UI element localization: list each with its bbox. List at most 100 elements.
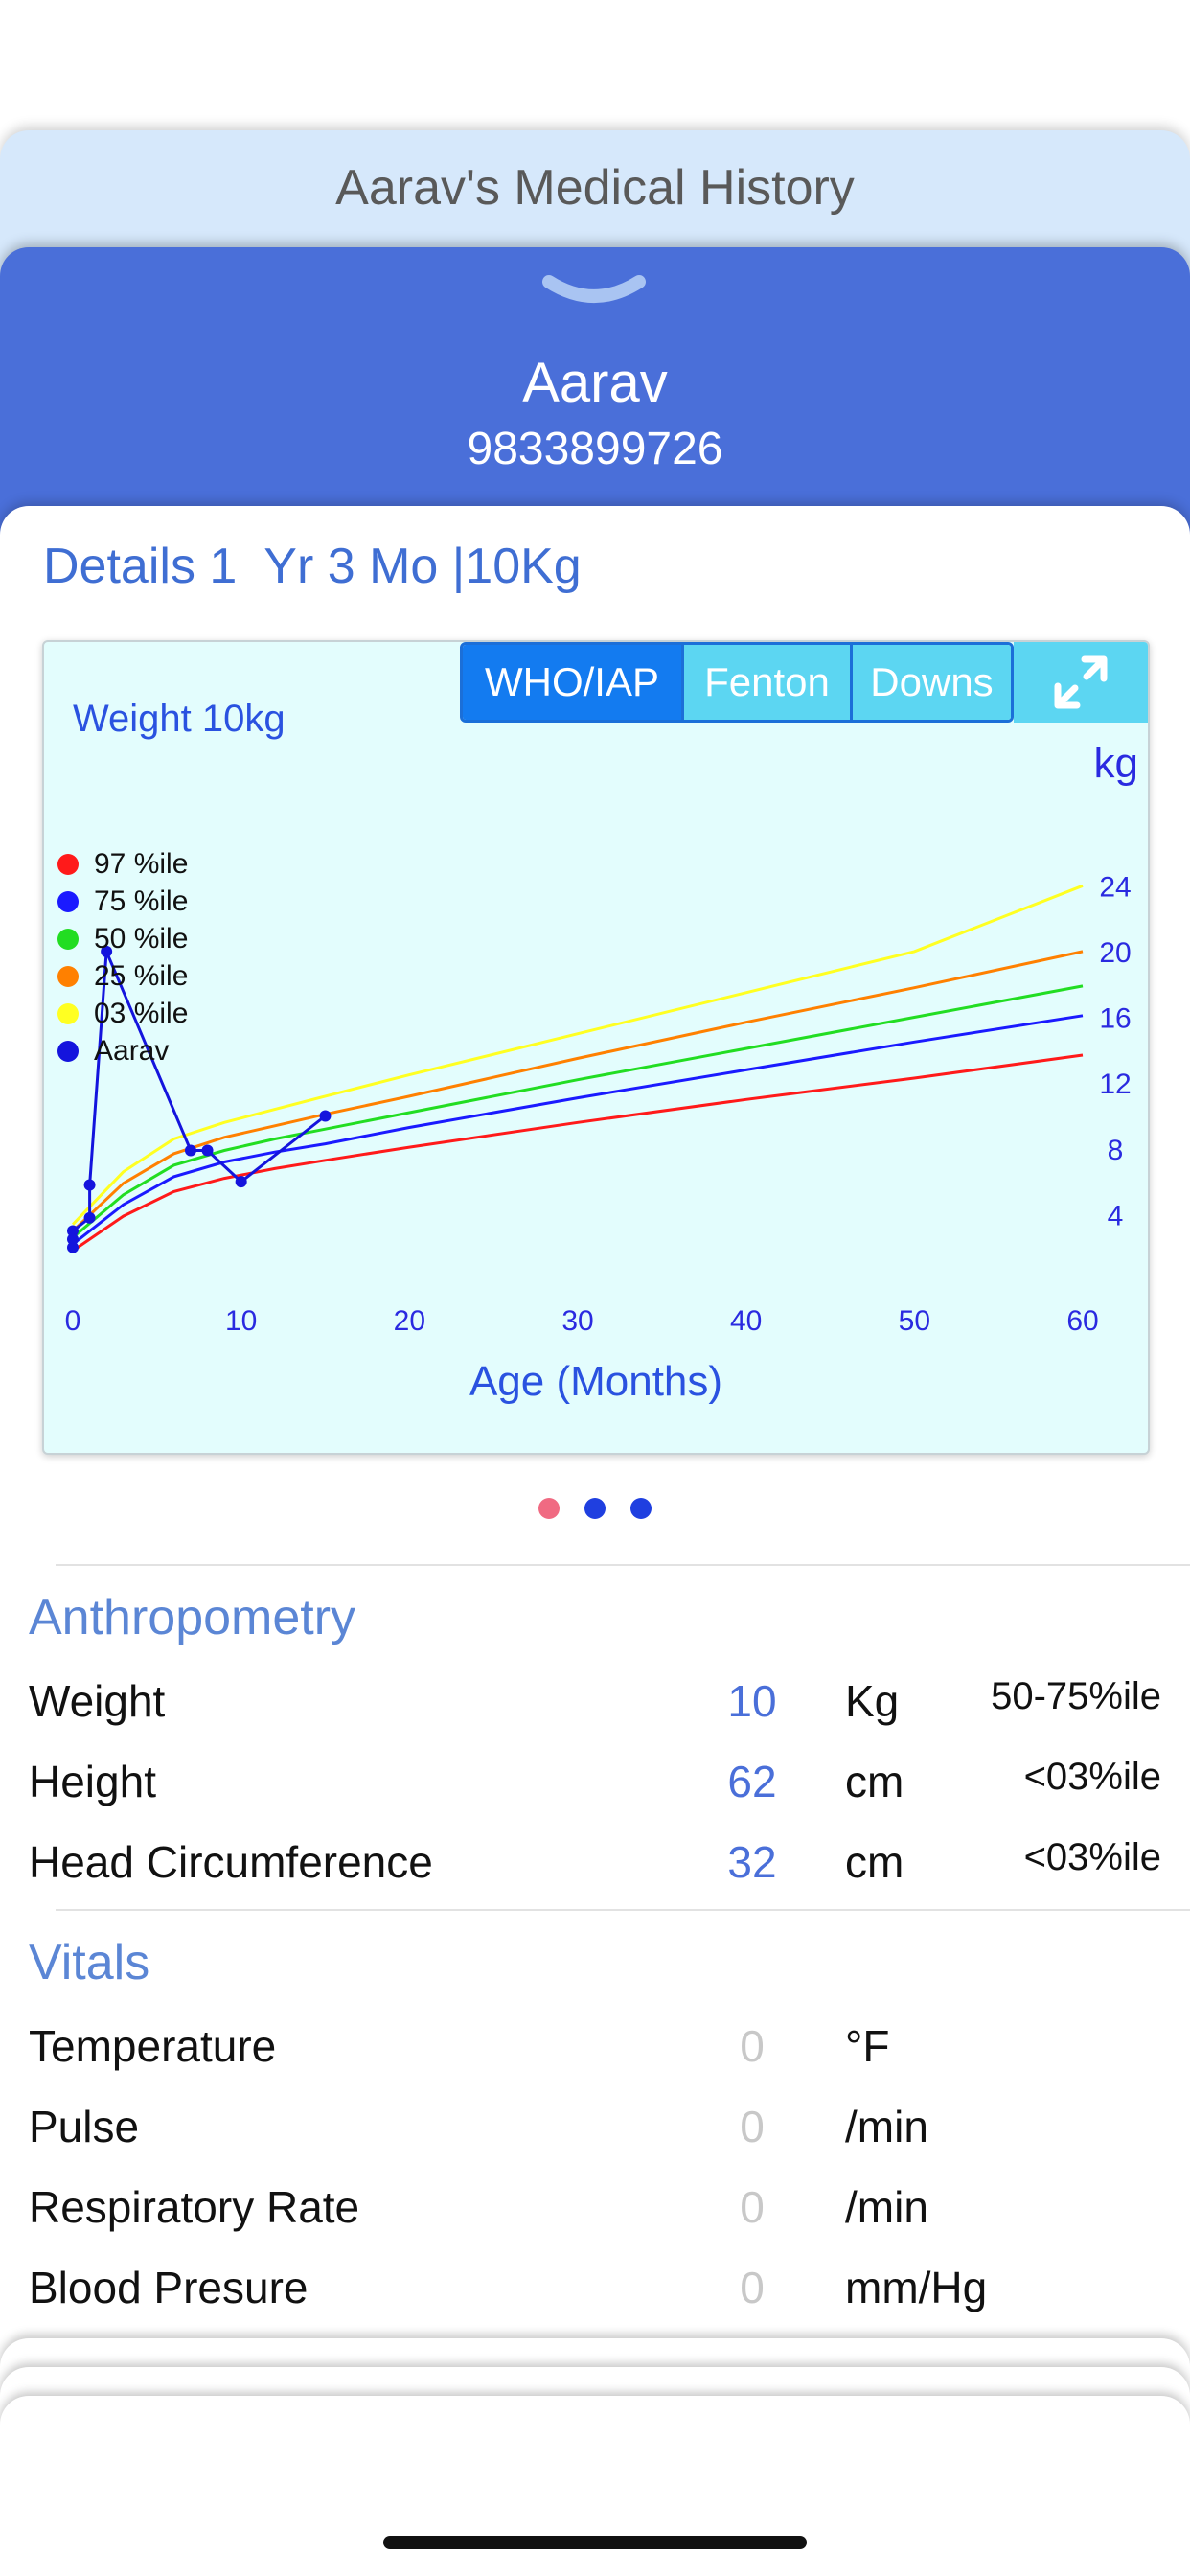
legend-item: 75 %ile — [57, 883, 188, 920]
legend-dot — [57, 1002, 79, 1024]
medical-history-title: Aarav's Medical History — [335, 160, 855, 216]
row-unit: cm — [845, 1757, 904, 1806]
data-point — [67, 1241, 79, 1254]
x-tick-label: 20 — [394, 1305, 425, 1337]
expand-arrows-icon — [1054, 656, 1108, 709]
growth-chart-plot: 0 10 20 30 40 50 60 4 8 12 16 20 24 Age (Months) — [65, 871, 1132, 1405]
row-label: Height — [29, 1757, 156, 1806]
chart-standard-segmented-control: WHO/IAP Fenton Downs — [460, 642, 1014, 723]
row-label: Weight — [29, 1676, 166, 1726]
legend-label: 97 %ile — [94, 847, 189, 880]
data-point — [67, 1233, 79, 1246]
y-tick-label: 24 — [1099, 871, 1131, 903]
y-tick-label: 12 — [1099, 1069, 1131, 1100]
x-axis-label: Age (Months) — [469, 1358, 722, 1405]
head-circumference-value-field[interactable]: 32 — [727, 1837, 777, 1887]
legend-item: 25 %ile — [57, 957, 188, 995]
data-point — [201, 1144, 214, 1157]
pulse-value-field[interactable]: 0 — [740, 2102, 765, 2151]
row-unit: °F — [845, 2021, 890, 2071]
data-point — [319, 1110, 332, 1122]
anthropometry-section-title: Anthropometry — [29, 1590, 356, 1645]
series-line-25-ile — [71, 950, 1084, 1232]
weight-value-field[interactable]: 10 — [727, 1676, 777, 1726]
series-line-97-ile — [72, 1053, 1084, 1253]
row-unit: /min — [845, 2102, 928, 2151]
expand-chart-button[interactable] — [1014, 642, 1148, 723]
legend-dot — [57, 965, 79, 987]
legend-item: 50 %ile — [57, 920, 188, 957]
data-point — [83, 1179, 96, 1191]
data-point — [101, 945, 113, 957]
patient-card[interactable]: Aarav 9833899726 — [0, 247, 1190, 554]
data-point — [184, 1144, 196, 1157]
row-unit: Kg — [845, 1676, 900, 1726]
data-point — [83, 1211, 96, 1224]
y-tick-label: 4 — [1108, 1200, 1124, 1231]
chart-legend: 97 %ile 75 %ile 50 %ile 25 %ile 03 %ile … — [57, 845, 188, 1070]
height-value-field[interactable]: 62 — [727, 1757, 777, 1806]
tab-who-iap[interactable]: WHO/IAP — [463, 645, 681, 720]
x-tick-label: 60 — [1066, 1305, 1098, 1337]
anthropometry-row-weight[interactable]: Weight 10 Kg 50-75%ile — [29, 1675, 1161, 1742]
chevron-down-icon[interactable] — [541, 274, 647, 312]
y-tick-label: 20 — [1099, 937, 1131, 969]
row-percentile: <03%ile — [1023, 1836, 1161, 1878]
page-dot[interactable] — [584, 1498, 606, 1519]
row-label: Blood Presure — [29, 2263, 309, 2312]
legend-dot — [57, 890, 79, 912]
row-label: Temperature — [29, 2021, 277, 2071]
patient-phone: 9833899726 — [467, 424, 723, 474]
legend-dot — [57, 1040, 79, 1062]
blood-pressure-value-field[interactable]: 0 — [740, 2263, 765, 2312]
y-axis-unit: kg — [1093, 740, 1138, 787]
legend-item: 97 %ile — [57, 845, 188, 883]
data-point — [67, 1225, 79, 1237]
row-percentile: <03%ile — [1023, 1756, 1161, 1798]
legend-label: Aarav — [94, 1034, 170, 1067]
legend-label: 75 %ile — [94, 885, 189, 917]
row-label: Pulse — [29, 2102, 140, 2151]
row-unit: mm/Hg — [845, 2263, 988, 2312]
vitals-row-pulse[interactable]: Pulse 0 /min — [29, 2101, 1161, 2168]
row-label: Respiratory Rate — [29, 2182, 360, 2232]
y-tick-label: 16 — [1099, 1003, 1131, 1035]
patient-name: Aarav — [522, 352, 668, 414]
y-tick-label: 8 — [1108, 1135, 1124, 1166]
legend-label: 25 %ile — [94, 959, 189, 992]
legend-item: 03 %ile — [57, 995, 188, 1032]
divider — [56, 1909, 1190, 1911]
series-line-50-ile — [72, 984, 1084, 1239]
series-line-75-ile — [72, 1014, 1084, 1246]
data-point — [235, 1176, 247, 1188]
temperature-value-field[interactable]: 0 — [740, 2021, 765, 2071]
chart-title: Weight 10kg — [73, 698, 286, 740]
x-tick-label: 0 — [65, 1305, 81, 1337]
vitals-row-blood-pressure[interactable]: Blood Presure 0 mm/Hg — [29, 2262, 1161, 2329]
legend-dot — [57, 853, 79, 875]
legend-label: 03 %ile — [94, 997, 189, 1029]
home-indicator[interactable] — [383, 2536, 807, 2549]
vitals-section-title: Vitals — [29, 1935, 150, 1990]
x-tick-label: 10 — [225, 1305, 257, 1337]
x-tick-label: 30 — [561, 1305, 593, 1337]
legend-label: 50 %ile — [94, 922, 189, 954]
respiratory-rate-value-field[interactable]: 0 — [740, 2182, 765, 2232]
chart-page-indicator[interactable] — [0, 1498, 1190, 1519]
page-dot-active[interactable] — [538, 1498, 560, 1519]
tab-downs[interactable]: Downs — [850, 645, 1011, 720]
details-card: Details 1 Yr 3 Mo |10Kg 0 10 20 30 40 50 60 4 8 1… — [0, 506, 1190, 2576]
x-tick-label: 40 — [730, 1305, 762, 1337]
vitals-row-respiratory-rate[interactable]: Respiratory Rate 0 /min — [29, 2181, 1161, 2248]
row-unit: cm — [845, 1837, 904, 1887]
vitals-row-temperature[interactable]: Temperature 0 °F — [29, 2020, 1161, 2087]
page-dot[interactable] — [630, 1498, 652, 1519]
anthropometry-row-head-circumference[interactable]: Head Circumference 32 cm <03%ile — [29, 1836, 1161, 1903]
legend-dot — [57, 928, 79, 950]
x-tick-label: 50 — [899, 1305, 930, 1337]
row-label: Head Circumference — [29, 1837, 433, 1887]
series-line-03-ile — [71, 884, 1084, 1226]
tab-fenton[interactable]: Fenton — [681, 645, 850, 720]
row-percentile: 50-75%ile — [991, 1675, 1161, 1717]
anthropometry-row-height[interactable]: Height 62 cm <03%ile — [29, 1756, 1161, 1823]
